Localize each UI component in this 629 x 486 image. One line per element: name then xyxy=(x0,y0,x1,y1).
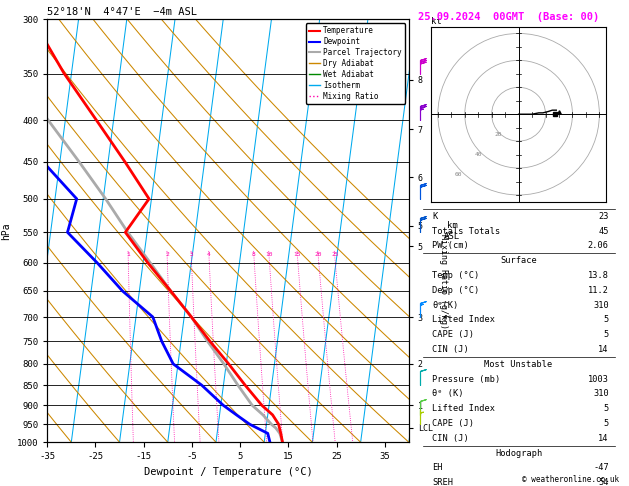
Text: 10: 10 xyxy=(265,252,273,257)
Text: 45: 45 xyxy=(598,226,609,236)
Text: 23: 23 xyxy=(598,212,609,221)
Text: 310: 310 xyxy=(593,301,609,310)
Text: 14: 14 xyxy=(598,345,609,354)
Text: 60: 60 xyxy=(454,172,462,177)
Y-axis label: hPa: hPa xyxy=(1,222,11,240)
Text: 14: 14 xyxy=(598,434,609,443)
Text: 5: 5 xyxy=(604,419,609,428)
Y-axis label: km
ASL: km ASL xyxy=(444,221,460,241)
Text: 2: 2 xyxy=(165,252,169,257)
Text: © weatheronline.co.uk: © weatheronline.co.uk xyxy=(523,474,620,484)
Text: CIN (J): CIN (J) xyxy=(432,434,469,443)
Text: 52°18'N  4°47'E  −4m ASL: 52°18'N 4°47'E −4m ASL xyxy=(47,7,197,17)
Text: 20: 20 xyxy=(314,252,322,257)
Text: 15: 15 xyxy=(294,252,301,257)
Text: Lifted Index: Lifted Index xyxy=(432,315,495,325)
Text: EH: EH xyxy=(432,464,443,472)
Text: 5: 5 xyxy=(604,330,609,339)
Text: -47: -47 xyxy=(593,464,609,472)
Text: Lifted Index: Lifted Index xyxy=(432,404,495,413)
Text: Totals Totals: Totals Totals xyxy=(432,226,501,236)
Text: PW (cm): PW (cm) xyxy=(432,242,469,250)
Text: Hodograph: Hodograph xyxy=(495,449,542,458)
X-axis label: Dewpoint / Temperature (°C): Dewpoint / Temperature (°C) xyxy=(143,467,313,477)
Text: CAPE (J): CAPE (J) xyxy=(432,330,474,339)
Text: 13.8: 13.8 xyxy=(587,271,609,280)
Text: 20: 20 xyxy=(494,132,502,137)
Text: SREH: SREH xyxy=(432,478,454,486)
Text: kt: kt xyxy=(431,17,442,26)
Text: 1003: 1003 xyxy=(587,375,609,383)
Text: 4: 4 xyxy=(207,252,211,257)
Text: 25.09.2024  00GMT  (Base: 00): 25.09.2024 00GMT (Base: 00) xyxy=(418,12,599,22)
Text: Dewp (°C): Dewp (°C) xyxy=(432,286,479,295)
Text: 40: 40 xyxy=(474,152,482,157)
Text: Temp (°C): Temp (°C) xyxy=(432,271,479,280)
Text: CAPE (J): CAPE (J) xyxy=(432,419,474,428)
Text: 25: 25 xyxy=(331,252,338,257)
Text: 5: 5 xyxy=(604,404,609,413)
Text: K: K xyxy=(432,212,438,221)
Legend: Temperature, Dewpoint, Parcel Trajectory, Dry Adiabat, Wet Adiabat, Isotherm, Mi: Temperature, Dewpoint, Parcel Trajectory… xyxy=(306,23,405,104)
Text: Most Unstable: Most Unstable xyxy=(484,360,553,369)
Text: 54: 54 xyxy=(598,478,609,486)
Text: 1: 1 xyxy=(126,252,130,257)
Text: 310: 310 xyxy=(593,389,609,399)
Text: 2.06: 2.06 xyxy=(587,242,609,250)
Text: Pressure (mb): Pressure (mb) xyxy=(432,375,501,383)
Text: 3: 3 xyxy=(189,252,193,257)
Text: 11.2: 11.2 xyxy=(587,286,609,295)
Text: 5: 5 xyxy=(604,315,609,325)
Text: CIN (J): CIN (J) xyxy=(432,345,469,354)
Text: Mixing Ratio (g/kg): Mixing Ratio (g/kg) xyxy=(439,234,448,329)
Text: Surface: Surface xyxy=(500,256,537,265)
Text: θᵉ (K): θᵉ (K) xyxy=(432,389,464,399)
Text: 8: 8 xyxy=(252,252,256,257)
Text: θᵉ(K): θᵉ(K) xyxy=(432,301,459,310)
